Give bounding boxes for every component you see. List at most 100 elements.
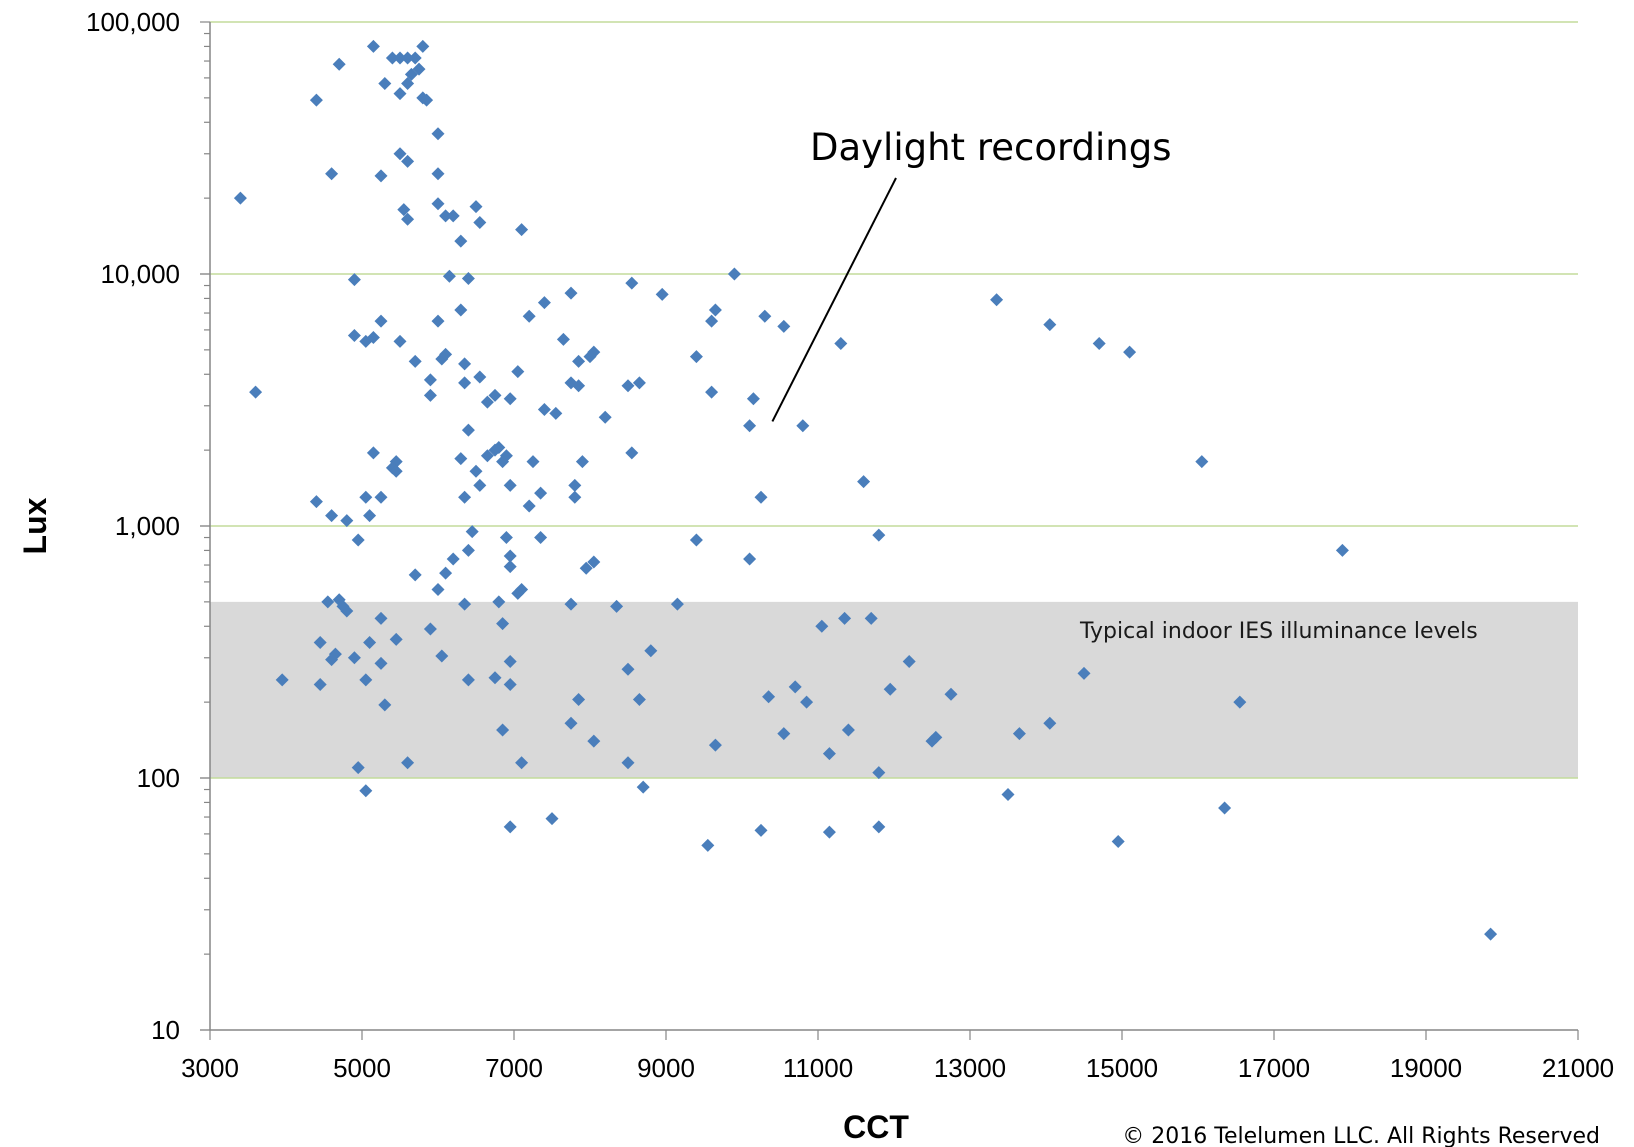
data-point <box>564 597 578 611</box>
data-point <box>454 452 468 466</box>
data-point <box>488 443 502 457</box>
data-point <box>359 490 373 504</box>
data-point <box>393 51 407 65</box>
data-point <box>872 820 886 834</box>
data-point <box>446 209 460 223</box>
data-point <box>492 595 506 609</box>
data-point <box>454 303 468 317</box>
data-point <box>526 455 540 469</box>
data-point <box>442 269 456 283</box>
y-tick-label: 1,000 <box>115 511 180 541</box>
data-point <box>534 531 548 545</box>
data-point <box>480 449 494 463</box>
data-point <box>1233 695 1247 709</box>
data-point <box>431 314 445 328</box>
data-point <box>522 499 536 513</box>
y-tick-label: 100 <box>137 763 180 793</box>
data-point <box>431 127 445 141</box>
data-point <box>347 651 361 665</box>
data-point <box>800 695 814 709</box>
data-point <box>621 662 635 676</box>
data-point <box>758 309 772 323</box>
gridlines <box>210 21 1578 779</box>
data-point <box>488 671 502 685</box>
data-point <box>625 446 639 460</box>
annotation-line <box>771 177 897 422</box>
data-point <box>374 490 388 504</box>
data-point <box>1195 455 1209 469</box>
data-point <box>363 509 377 523</box>
data-point <box>515 223 529 237</box>
data-point <box>1335 543 1349 557</box>
data-point <box>359 673 373 687</box>
data-point <box>461 271 475 285</box>
data-point <box>621 379 635 393</box>
data-point <box>515 756 529 770</box>
data-point <box>727 267 741 281</box>
data-point <box>503 549 517 563</box>
data-point <box>488 388 502 402</box>
data-point <box>473 478 487 492</box>
data-point <box>1123 345 1137 359</box>
data-point <box>420 93 434 107</box>
data-point <box>503 560 517 574</box>
data-point <box>393 147 407 161</box>
data-point <box>480 395 494 409</box>
data-point <box>1092 336 1106 350</box>
data-point <box>762 690 776 704</box>
data-point <box>822 747 836 761</box>
data-point <box>389 464 403 478</box>
data-point <box>401 212 415 226</box>
data-point <box>537 296 551 310</box>
data-point <box>838 611 852 625</box>
data-point <box>864 611 878 625</box>
y-tick-label: 10 <box>151 1015 180 1045</box>
x-tick-label: 5000 <box>333 1053 391 1083</box>
data-point <box>575 455 589 469</box>
data-point <box>503 478 517 492</box>
data-point <box>408 568 422 582</box>
x-tick-label: 17000 <box>1238 1053 1310 1083</box>
data-point <box>568 490 582 504</box>
data-point <box>777 319 791 333</box>
data-point <box>503 677 517 691</box>
data-point <box>644 644 658 658</box>
data-point <box>423 388 437 402</box>
data-point <box>632 692 646 706</box>
data-point <box>746 392 760 406</box>
data-point <box>439 347 453 361</box>
data-point <box>796 419 810 433</box>
data-point <box>1043 318 1057 332</box>
data-point <box>655 287 669 301</box>
data-point <box>366 446 380 460</box>
x-tick-label: 3000 <box>181 1053 239 1083</box>
data-point <box>401 154 415 168</box>
data-point <box>408 51 422 65</box>
data-point <box>347 273 361 287</box>
data-point <box>549 406 563 420</box>
data-point <box>446 552 460 566</box>
data-point <box>598 410 612 424</box>
data-point <box>857 475 871 489</box>
x-tick-label: 9000 <box>637 1053 695 1083</box>
data-point <box>313 677 327 691</box>
data-point <box>249 385 263 399</box>
y-tick-label: 100,000 <box>86 7 180 37</box>
data-point <box>458 597 472 611</box>
data-point <box>401 51 415 65</box>
data-point <box>363 635 377 649</box>
data-point <box>564 716 578 730</box>
data-point <box>572 354 586 368</box>
data-point <box>587 555 601 569</box>
data-point <box>625 276 639 290</box>
data-point <box>325 653 339 667</box>
data-point <box>275 673 289 687</box>
data-point <box>461 423 475 437</box>
x-tick-label: 11000 <box>783 1053 853 1083</box>
data-point <box>439 209 453 223</box>
data-point <box>777 727 791 741</box>
data-point <box>636 780 650 794</box>
data-point <box>431 582 445 596</box>
data-point <box>469 200 483 214</box>
data-point <box>401 756 415 770</box>
